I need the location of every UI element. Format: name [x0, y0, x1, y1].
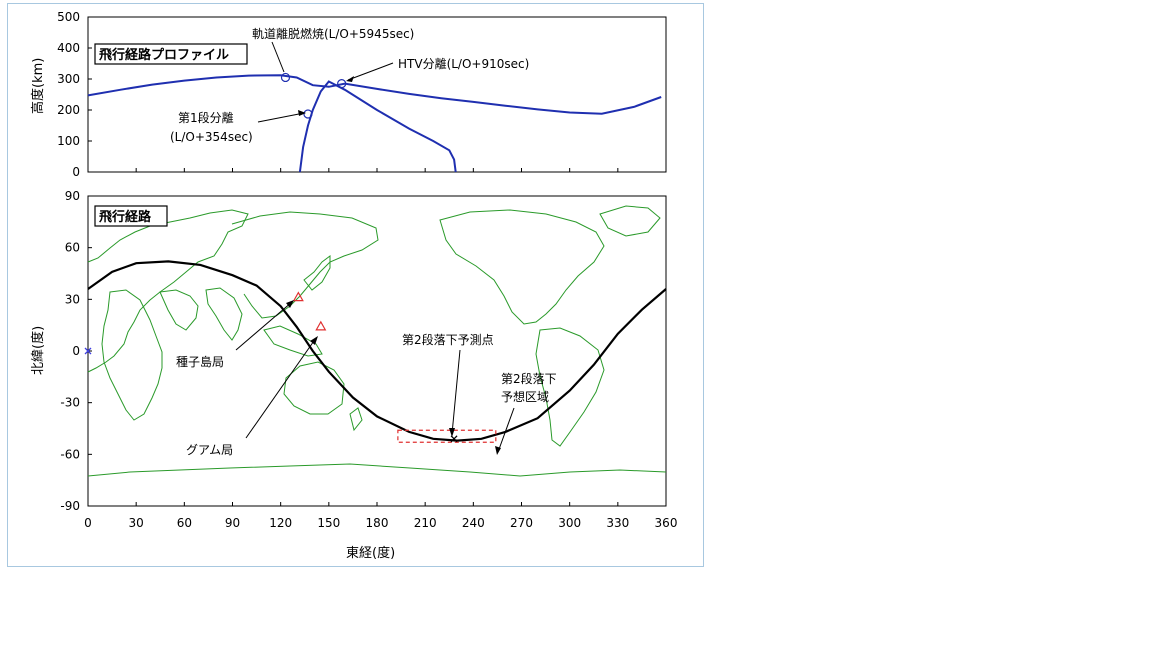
- arrowhead-stage1: [298, 110, 306, 116]
- label-impact-area-line2: 予想区域: [501, 389, 549, 404]
- map-ytick-label: 0: [72, 344, 80, 358]
- altitude-ytick-label: 300: [57, 72, 80, 86]
- arrow-htv: [347, 62, 394, 81]
- map-xtick-label: 90: [225, 516, 240, 530]
- altitude-ytick-label: 0: [72, 165, 80, 179]
- altitude-panel-label-box: [94, 43, 248, 65]
- arrowhead-tanegashima: [286, 300, 294, 308]
- coast-south-america: [535, 327, 605, 447]
- arrowhead-impact-point: [449, 428, 455, 437]
- map-panel-label: 飛行経路: [98, 209, 152, 225]
- arrowhead-htv: [346, 76, 354, 82]
- ground-track-panel: -90 -60 -30 0 30 60 90 0 30 60 90 120 150 180 210 240 2…: [30, 189, 677, 561]
- map-ytick-label: 30: [65, 292, 80, 306]
- label-tanegashima: 種子島局: [176, 354, 224, 369]
- map-xtick-label: 240: [462, 516, 485, 530]
- map-xtick-label: 210: [414, 516, 437, 530]
- arrow-impact-area: [497, 407, 515, 453]
- altitude-plot-area: [87, 16, 667, 173]
- altitude-ytick-label: 500: [57, 10, 80, 24]
- coast-arabia: [159, 289, 199, 331]
- map-xtick-label: 360: [655, 516, 678, 530]
- annotation-deorbit: 軌道離脱燃焼(L/O+5945sec): [252, 26, 414, 41]
- map-panel-label-box: [94, 205, 168, 227]
- impact-point-marker: [450, 435, 458, 443]
- map-ytick-label: -60: [60, 447, 80, 461]
- altitude-event-marker: [280, 72, 291, 83]
- altitude-ytick-label: 400: [57, 41, 80, 55]
- map-xtick-label: 60: [177, 516, 192, 530]
- coast-north-america: [439, 209, 605, 325]
- annotation-stage1-line1: 第1段分離: [178, 110, 234, 125]
- annotation-htv: HTV分離(L/O+910sec): [398, 57, 529, 71]
- coast-japan: [303, 255, 331, 291]
- coast-west: [87, 209, 249, 373]
- map-xtick-label: 30: [129, 516, 144, 530]
- label-impact-area-line1: 第2段落下: [501, 371, 557, 386]
- coast-antarctica: [87, 463, 667, 477]
- arrow-deorbit: [271, 41, 285, 73]
- label-guam: グアム局: [186, 443, 233, 457]
- map-xtick-label: 270: [510, 516, 533, 530]
- map-xtick-label: 330: [606, 516, 629, 530]
- altitude-ylabel: 高度(km): [30, 58, 46, 114]
- altitude-ytick-label: 100: [57, 134, 80, 148]
- coast-indonesia: [263, 325, 323, 357]
- annotation-stage1-line2: (L/O+354sec): [170, 130, 253, 144]
- arrowhead-impact-area: [495, 446, 501, 455]
- label-impact-point: 第2段落下予測点: [402, 332, 494, 347]
- map-ytick-label: 90: [65, 189, 80, 203]
- coast-africa: [101, 289, 163, 421]
- map-ytick-label: 60: [65, 241, 80, 255]
- map-xtick-label: 120: [269, 516, 292, 530]
- altitude-panel: 0 100 200 300 400 500 高度(km) 飛行経路プロファイル 軌道離脱燃…: [30, 10, 667, 179]
- arrowhead-guam: [310, 336, 318, 345]
- map-ytick-label: -90: [60, 499, 80, 513]
- arrow-guam: [245, 337, 317, 439]
- altitude-event-marker: [303, 109, 313, 119]
- ground-track-line: [87, 260, 667, 442]
- arrow-impact-point: [451, 349, 461, 435]
- origin-x-marker: [84, 347, 92, 355]
- coast-asia: [231, 211, 379, 319]
- map-xlabel: 東経(度): [346, 545, 395, 561]
- impact-area-box: [397, 429, 497, 443]
- altitude-ytick-label: 200: [57, 103, 80, 117]
- coast-greenland: [599, 205, 661, 237]
- arrow-tanegashima: [235, 301, 293, 351]
- coast-nz: [349, 407, 363, 432]
- map-plot-area: [87, 195, 667, 507]
- station-marker-0: [292, 291, 304, 302]
- map-xtick-label: 0: [84, 516, 92, 530]
- world-map-coastlines: [87, 205, 667, 477]
- arrow-stage1: [257, 112, 305, 123]
- map-xtick-label: 180: [366, 516, 389, 530]
- map-ylabel: 北緯(度): [30, 326, 46, 375]
- map-ytick-label: -30: [60, 396, 80, 410]
- map-xtick-label: 300: [558, 516, 581, 530]
- altitude-series-line-1: [298, 80, 457, 173]
- altitude-event-marker: [337, 79, 347, 89]
- station-marker-1: [315, 320, 327, 331]
- coast-australia: [283, 361, 345, 415]
- altitude-panel-label: 飛行経路プロファイル: [98, 47, 229, 63]
- coast-india: [205, 287, 243, 341]
- map-xtick-label: 150: [317, 516, 340, 530]
- altitude-series-line-0: [87, 74, 662, 115]
